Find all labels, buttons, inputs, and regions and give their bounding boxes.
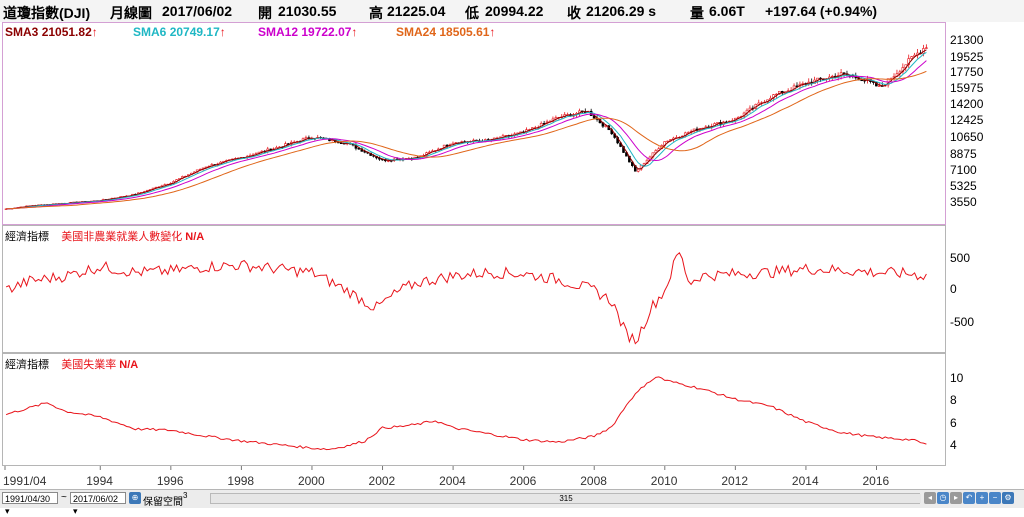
price-tick-label: 19525 xyxy=(950,50,984,64)
unemployment-tick-label: 4 xyxy=(950,438,957,452)
unemployment-tick-label: 10 xyxy=(950,371,964,385)
close-label: 收 xyxy=(567,5,581,21)
sma24-line xyxy=(6,70,927,210)
x-tick-label: 2014 xyxy=(792,474,819,488)
price-tick-label: 15975 xyxy=(950,81,984,95)
keep-space-value[interactable]: 3 xyxy=(183,491,188,500)
quote-header: 道瓊指數(DJI) 月線圖 2017/06/02 開 21030.55 高 21… xyxy=(0,0,1024,22)
open-label: 開 xyxy=(258,5,272,21)
start-date-select[interactable]: 1991/04/30 ▾ xyxy=(2,492,58,516)
price-tick-label: 5325 xyxy=(950,179,977,193)
price-tick-label: 7100 xyxy=(950,163,977,177)
settings-icon[interactable]: ⚙ xyxy=(1002,492,1014,504)
payrolls-line xyxy=(5,252,927,345)
low-value: 20994.22 xyxy=(485,3,544,19)
x-tick-label: 2016 xyxy=(862,474,889,488)
payrolls-panel[interactable] xyxy=(2,225,946,353)
back-icon[interactable]: ↶ xyxy=(963,492,975,504)
x-tick-label: 2006 xyxy=(510,474,537,488)
payrolls-tick-label: 500 xyxy=(950,251,970,265)
candle-body xyxy=(636,168,640,172)
x-tick-label: 2012 xyxy=(721,474,748,488)
unemployment-panel[interactable] xyxy=(2,353,946,466)
unemployment-line xyxy=(5,376,927,451)
candle-body xyxy=(878,85,881,87)
scroll-thumb[interactable]: 315 xyxy=(211,494,921,503)
price-tick-label: 12425 xyxy=(950,113,984,127)
volume-label: 量 xyxy=(690,5,704,21)
volume-value: 6.06T xyxy=(709,3,745,19)
sma3-legend: SMA3 21051.82↑ xyxy=(5,25,98,39)
x-tick-label: 2002 xyxy=(369,474,396,488)
unemployment-tick-label: 6 xyxy=(950,416,957,430)
scroll-right-icon[interactable]: ▸ xyxy=(950,492,962,504)
price-tick-label: 10650 xyxy=(950,130,984,144)
payrolls-label: 經濟指標 美國非農業就業人數變化 N/A xyxy=(5,231,205,243)
scroll-left-icon[interactable]: ◂ xyxy=(924,492,936,504)
scroll-value: 315 xyxy=(559,494,573,503)
x-tick-label: 2000 xyxy=(298,474,325,488)
quote-date: 2017/06/02 xyxy=(162,3,233,19)
sma12-legend: SMA12 19722.07↑ xyxy=(258,25,358,39)
unemployment-tick-label: 8 xyxy=(950,393,957,407)
period-label: 月線圖 xyxy=(110,5,152,21)
sma6-legend: SMA6 20749.17↑ xyxy=(133,25,226,39)
end-date-select[interactable]: 2017/06/02 ▾ xyxy=(70,492,126,516)
x-tick-label: 1991/04 xyxy=(3,474,47,488)
unemployment-label: 經濟指標 美國失業率 N/A xyxy=(5,359,139,371)
range-tilde: ~ xyxy=(61,492,67,503)
x-tick-label: 1996 xyxy=(157,474,184,488)
change-value: +197.64 (+0.94%) xyxy=(765,3,878,19)
x-tick-label: 2008 xyxy=(580,474,607,488)
candle-body xyxy=(925,47,928,49)
x-tick-label: 2004 xyxy=(439,474,466,488)
sma12-line xyxy=(6,60,927,210)
price-tick-label: 14200 xyxy=(950,97,984,111)
price-tick-label: 3550 xyxy=(950,195,977,209)
candle-body xyxy=(860,79,863,82)
close-value: 21206.29 s xyxy=(586,3,657,19)
payrolls-tick-label: 0 xyxy=(950,282,957,296)
candle-body xyxy=(4,208,8,210)
sma6-line xyxy=(6,51,927,210)
price-tick-label: 17750 xyxy=(950,65,984,79)
symbol-name: 道瓊指數(DJI) xyxy=(3,5,91,21)
zoom-out-icon[interactable]: − xyxy=(989,492,1001,504)
x-tick-label: 1998 xyxy=(227,474,254,488)
sma24-legend: SMA24 18505.61↑ xyxy=(396,25,496,39)
range-bar: 1991/04/30 ▾ ~ 2017/06/02 ▾ ⊕ 保留空間 3 315… xyxy=(0,489,1024,516)
keep-space-label: 保留空間 xyxy=(143,497,183,508)
low-label: 低 xyxy=(465,5,479,21)
zoom-in-icon[interactable]: + xyxy=(976,492,988,504)
sma3-line xyxy=(6,49,927,210)
zoom-icon[interactable]: ⊕ xyxy=(129,492,141,504)
x-tick-label: 1994 xyxy=(86,474,113,488)
candle-body xyxy=(445,144,449,147)
candle-body xyxy=(716,122,719,124)
candle-body xyxy=(910,56,913,59)
chart-scrollbar[interactable]: 315 xyxy=(210,493,921,504)
price-tick-label: 21300 xyxy=(950,33,984,47)
open-value: 21030.55 xyxy=(278,3,337,19)
payrolls-tick-label: -500 xyxy=(950,315,974,329)
x-tick-label: 2010 xyxy=(651,474,678,488)
clock-icon[interactable]: ◷ xyxy=(937,492,949,504)
high-value: 21225.04 xyxy=(387,3,446,19)
high-label: 高 xyxy=(369,5,383,21)
price-tick-label: 8875 xyxy=(950,147,977,161)
candle-body xyxy=(757,102,761,105)
